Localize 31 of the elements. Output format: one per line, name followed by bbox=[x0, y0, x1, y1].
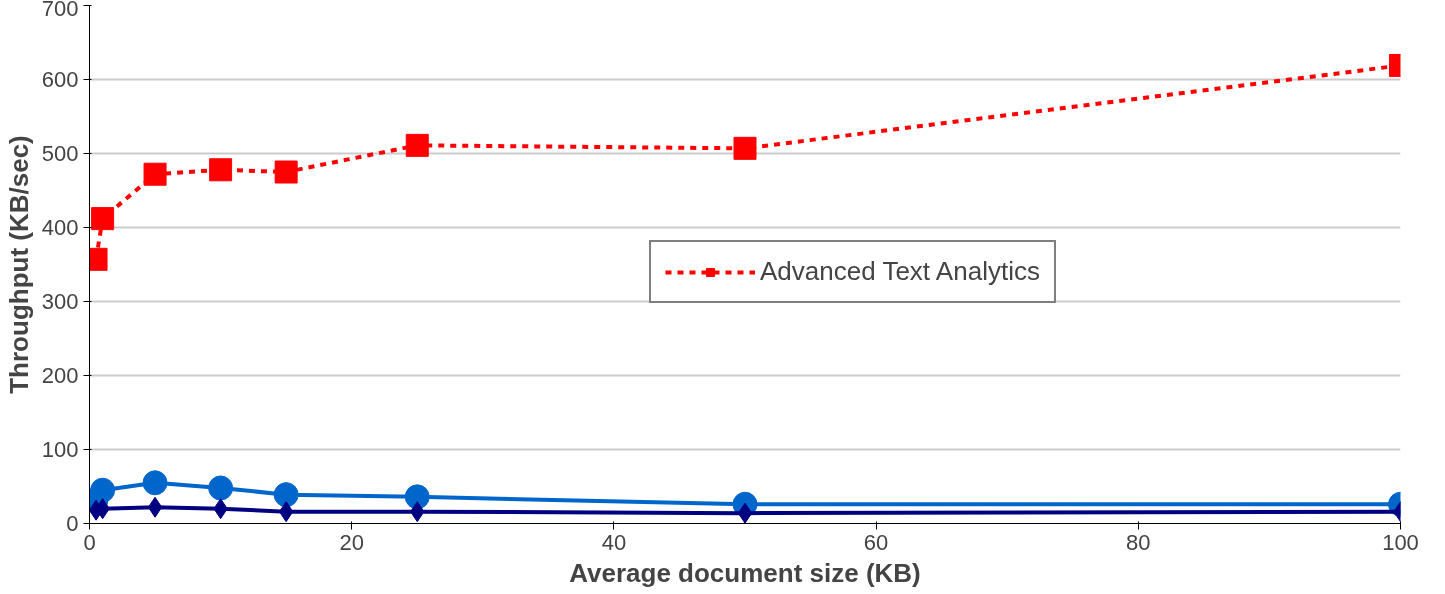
point bbox=[405, 133, 429, 157]
point bbox=[404, 484, 430, 510]
x-tick-label: 80 bbox=[1126, 529, 1151, 555]
point bbox=[208, 475, 234, 501]
y-tick-label: 300 bbox=[41, 289, 79, 314]
y-tick-label: 400 bbox=[41, 215, 79, 240]
point bbox=[143, 162, 167, 186]
x-tick-label: 40 bbox=[601, 529, 627, 555]
y-tick-label: 700 bbox=[41, 0, 79, 21]
x-tick-label: 60 bbox=[863, 529, 889, 555]
point bbox=[737, 502, 753, 524]
point bbox=[733, 136, 757, 160]
y-axis-title: Throughput (KB/sec) bbox=[3, 135, 34, 394]
point bbox=[273, 482, 299, 508]
y-tick-label: 200 bbox=[41, 363, 79, 388]
point bbox=[209, 158, 233, 182]
point bbox=[90, 477, 116, 503]
y-tick-label: 500 bbox=[41, 141, 79, 166]
x-tick-label: 100 bbox=[1382, 529, 1419, 555]
x-tick-label: 20 bbox=[339, 529, 364, 555]
point bbox=[147, 496, 163, 518]
y-tick-label: 0 bbox=[66, 511, 79, 536]
x-tick-label: 0 bbox=[83, 529, 96, 555]
y-tick-label: 100 bbox=[41, 437, 79, 462]
point bbox=[274, 160, 298, 184]
legend-label: Advanced Text Analytics bbox=[760, 256, 1040, 287]
x-axis-title: Average document size (KB) bbox=[569, 557, 921, 588]
point bbox=[91, 207, 115, 231]
point bbox=[142, 470, 168, 496]
y-tick-label: 600 bbox=[41, 67, 79, 92]
point bbox=[278, 501, 294, 523]
